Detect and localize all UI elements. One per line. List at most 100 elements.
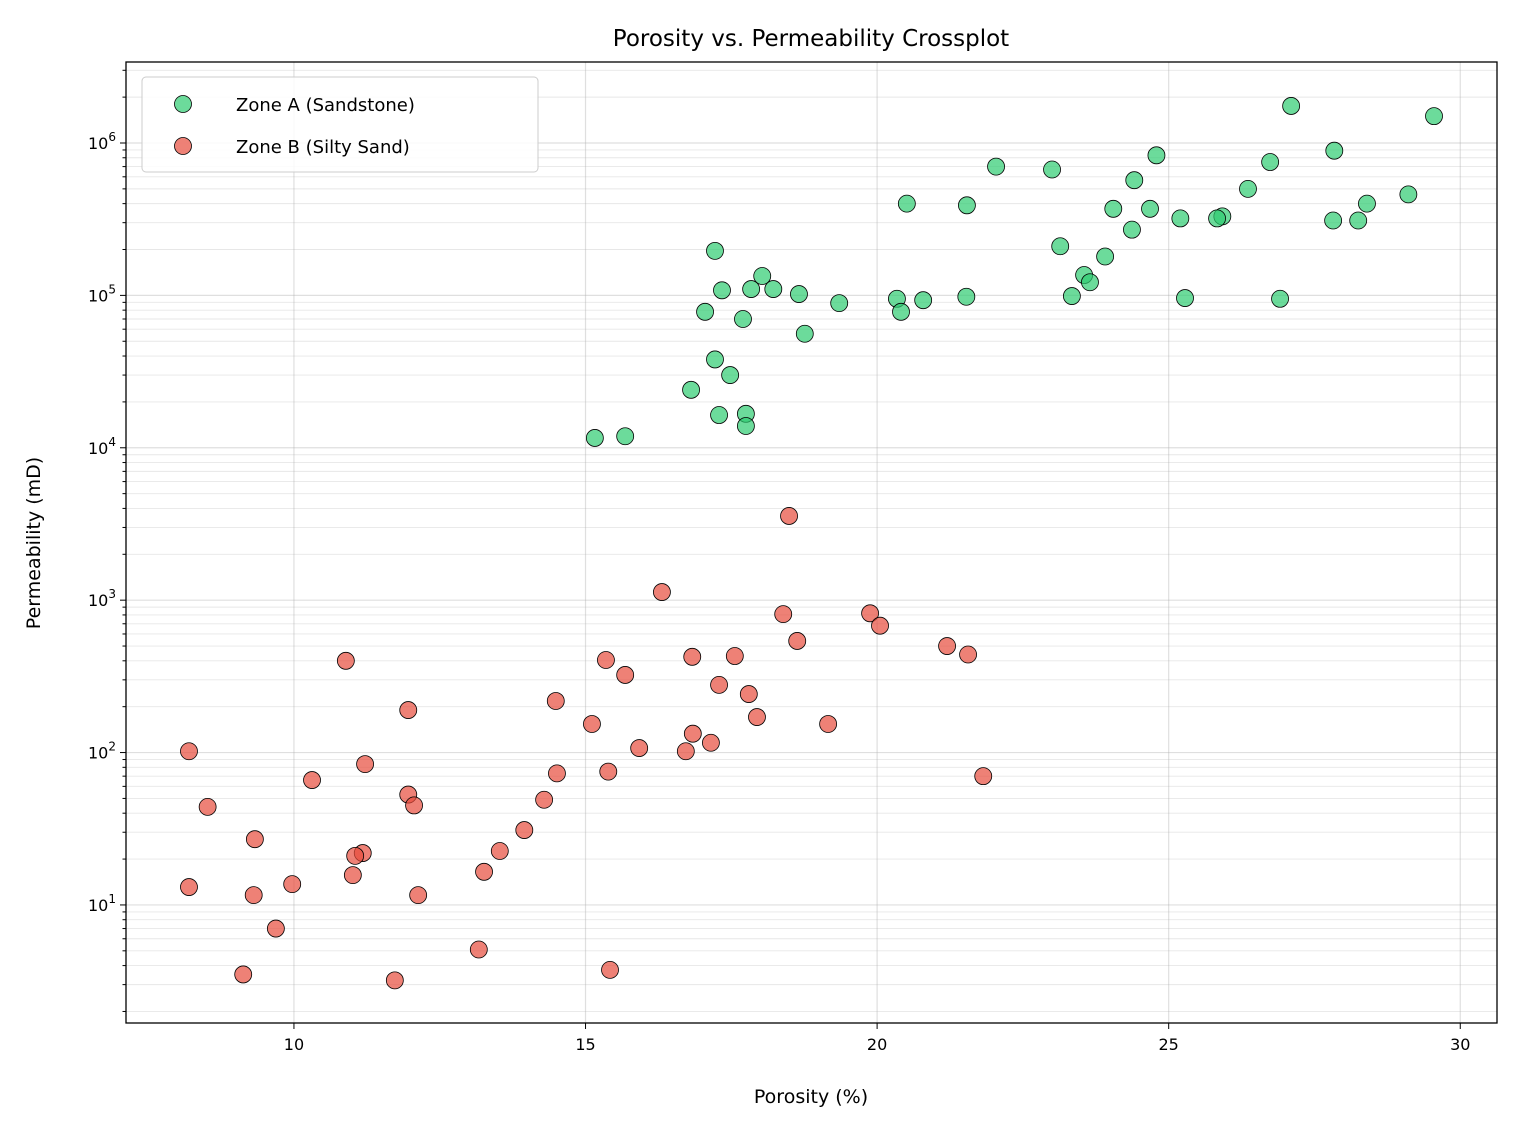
zone-b-point — [861, 604, 880, 623]
zone-a-point — [830, 294, 849, 312]
zone-a-point — [1096, 247, 1115, 266]
zone-b-point — [748, 708, 766, 726]
legend-label-zone-b: Zone B (Silty Sand) — [236, 137, 410, 158]
zone-a-point — [742, 280, 761, 298]
zone-b-point — [616, 666, 635, 684]
zone-a-point — [1208, 209, 1226, 228]
y-axis-ticks: 101 102 103 104 105 106 — [88, 69, 126, 1012]
zone-a-point — [1325, 141, 1344, 160]
zone-b-point — [599, 762, 618, 781]
x-tick-label: 25 — [1159, 1035, 1179, 1054]
zone-a-point — [1425, 107, 1443, 126]
zone-a-point — [1043, 160, 1061, 179]
zone-b-point — [385, 971, 404, 990]
zone-a-point — [987, 157, 1005, 176]
y-tick-label: 102 — [88, 740, 116, 763]
zone-b-point — [683, 647, 702, 666]
zone-b-point — [490, 842, 509, 860]
zone-b-point — [597, 651, 615, 669]
zone-b-point — [198, 797, 217, 816]
legend: Zone A (Sandstone) Zone B (Silty Sand) — [141, 76, 539, 173]
legend-marker-zone-b — [174, 137, 192, 155]
zone-b-point — [725, 647, 744, 665]
zone-a-point — [1271, 289, 1289, 308]
zone-a-point — [1062, 287, 1081, 305]
zone-a-point — [734, 310, 752, 328]
zone-b-point — [959, 645, 977, 664]
zone-a-point — [1171, 209, 1190, 228]
zone-a-point — [710, 406, 728, 424]
zone-a-point — [706, 350, 724, 369]
zone-b-point — [245, 830, 264, 849]
zone-b-point — [266, 919, 285, 938]
x-axis-ticks: 10 15 20 25 30 — [284, 1023, 1470, 1054]
plot-frame — [125, 61, 1498, 1024]
zone-b-point — [515, 821, 534, 839]
data-points — [180, 97, 1443, 990]
zone-b-point — [702, 733, 720, 752]
zone-b-point — [546, 692, 565, 710]
y-tick-label: 105 — [88, 282, 116, 305]
zone-a-point — [721, 366, 740, 384]
zone-b-point — [405, 796, 423, 815]
y-axis-label: Permeability (mD) — [23, 457, 45, 629]
zone-b-point — [475, 862, 493, 881]
zone-b-point — [819, 715, 838, 733]
zone-a-point — [1051, 237, 1070, 256]
zone-b-point — [780, 507, 798, 525]
zone-b-point — [583, 715, 601, 733]
zone-a-point — [1125, 171, 1144, 190]
zone-a-point — [1349, 211, 1368, 230]
zone-b-point — [356, 755, 374, 773]
zone-a-point — [764, 280, 783, 298]
zone-a-point — [1123, 220, 1141, 239]
zone-a-point — [682, 380, 700, 399]
zone-a-point — [1081, 273, 1099, 292]
zone-a-point — [616, 427, 635, 446]
zone-b-point — [180, 742, 198, 761]
chart-title: Porosity vs. Permeability Crossplot — [613, 26, 1009, 52]
zone-b-point — [336, 651, 355, 670]
zone-b-point — [409, 886, 428, 905]
zone-b-point — [788, 632, 807, 650]
zone-b-point — [399, 701, 418, 719]
y-tick-label: 104 — [88, 435, 116, 458]
zone-b-point — [653, 583, 671, 601]
zone-b-point — [548, 764, 566, 783]
y-tick-label: 106 — [88, 130, 116, 153]
x-tick-label: 20 — [867, 1035, 887, 1054]
y-tick-label: 103 — [88, 587, 116, 610]
legend-box — [141, 76, 539, 173]
zone-a-point — [790, 285, 808, 303]
zone-a-point — [706, 241, 724, 260]
zone-b-point — [303, 771, 321, 789]
zone-a-point — [958, 196, 976, 215]
zone-a-point — [795, 324, 814, 343]
zone-a-point — [1147, 146, 1166, 165]
grid — [126, 62, 1497, 1023]
zone-b-point — [710, 675, 728, 694]
zone-b-point — [343, 866, 362, 884]
zone-a-point — [736, 417, 755, 435]
zone-a-point — [914, 291, 933, 310]
x-axis-label: Porosity (%) — [754, 1086, 868, 1108]
zone-b-point — [774, 605, 793, 624]
zone-b-point — [739, 685, 758, 703]
legend-label-zone-a: Zone A (Sandstone) — [236, 95, 415, 116]
zone-a-point — [585, 429, 604, 447]
zone-b-point — [469, 940, 488, 959]
zone-a-point — [892, 302, 910, 321]
zone-b-point — [974, 767, 993, 786]
zone-a-point — [1239, 179, 1257, 198]
zone-b-point — [535, 790, 554, 809]
zone-b-point — [244, 886, 263, 905]
y-tick-label: 101 — [88, 892, 116, 915]
zone-a-point — [1282, 97, 1301, 115]
zone-b-point — [601, 960, 619, 979]
zone-a-point — [753, 267, 772, 285]
x-tick-label: 10 — [284, 1035, 304, 1054]
zone-b-point — [683, 724, 702, 743]
zone-b-point — [871, 616, 889, 635]
zone-b-point — [676, 742, 695, 761]
